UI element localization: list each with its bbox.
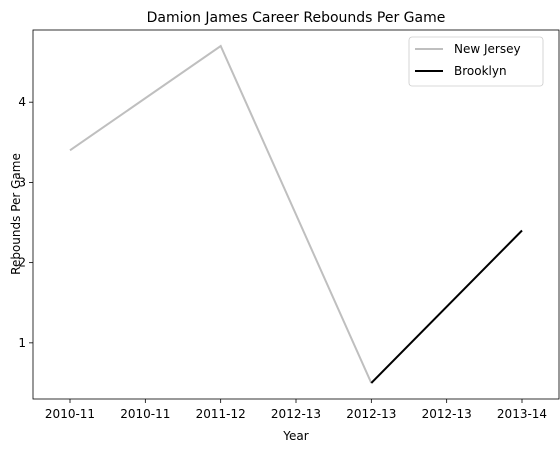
x-tick-label: 2011-12 (196, 407, 246, 421)
series-line-new-jersey (70, 46, 371, 383)
series-lines (70, 46, 522, 383)
x-axis-label: Year (282, 429, 308, 443)
series-line-brooklyn (371, 231, 522, 384)
legend: New Jersey Brooklyn (409, 37, 543, 86)
y-tick-label: 4 (18, 95, 26, 109)
x-tick-label: 2012-13 (346, 407, 396, 421)
chart-title: Damion James Career Rebounds Per Game (147, 10, 446, 26)
x-tick-label: 2010-11 (120, 407, 170, 421)
y-tick-label: 1 (18, 336, 26, 350)
legend-label: New Jersey (454, 42, 521, 56)
y-axis-label: Rebounds Per Game (9, 153, 23, 275)
x-axis: 2010-11 2010-11 2011-12 2012-13 2012-13 2012-… (45, 399, 547, 421)
x-tick-label: 2012-13 (422, 407, 472, 421)
x-tick-label: 2010-11 (45, 407, 95, 421)
legend-label: Brooklyn (454, 64, 507, 78)
x-tick-label: 2013-14 (497, 407, 547, 421)
x-tick-label: 2012-13 (271, 407, 321, 421)
